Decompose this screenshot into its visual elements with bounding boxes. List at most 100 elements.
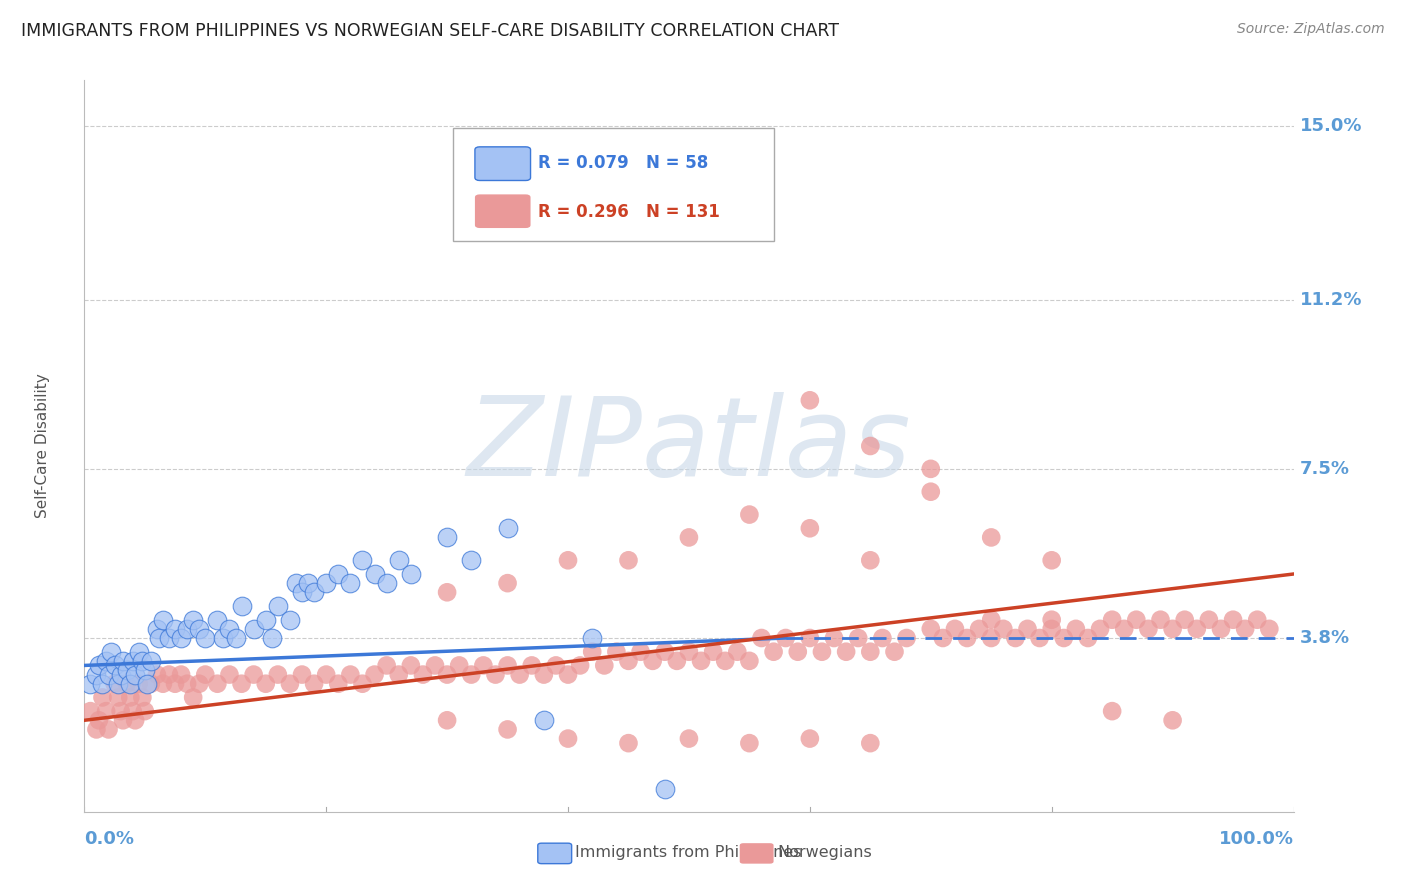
Point bbox=[104, 658, 127, 673]
Point bbox=[181, 690, 204, 705]
Point bbox=[388, 553, 411, 567]
Point bbox=[242, 622, 264, 636]
Point bbox=[139, 654, 162, 668]
Point bbox=[363, 667, 385, 681]
Text: 15.0%: 15.0% bbox=[1299, 117, 1362, 135]
Point bbox=[1053, 631, 1076, 645]
Point bbox=[436, 714, 458, 728]
Point bbox=[1101, 613, 1123, 627]
Text: ZIPatlas: ZIPatlas bbox=[467, 392, 911, 500]
Point bbox=[883, 645, 905, 659]
Point bbox=[920, 484, 942, 499]
Point bbox=[932, 631, 955, 645]
Point bbox=[152, 613, 174, 627]
Point bbox=[91, 676, 114, 690]
Point bbox=[157, 667, 180, 681]
Point bbox=[328, 676, 350, 690]
Point bbox=[375, 658, 398, 673]
Point bbox=[91, 690, 114, 705]
Point bbox=[165, 676, 187, 690]
Point bbox=[231, 599, 253, 613]
Point bbox=[278, 613, 301, 627]
Point bbox=[859, 439, 882, 453]
Point bbox=[581, 631, 603, 645]
Point bbox=[112, 654, 135, 668]
Text: R = 0.079   N = 58: R = 0.079 N = 58 bbox=[538, 154, 709, 172]
Point bbox=[1198, 613, 1220, 627]
Point bbox=[569, 658, 592, 673]
Point bbox=[533, 667, 555, 681]
Point bbox=[835, 645, 858, 659]
Point bbox=[87, 658, 110, 673]
Point bbox=[148, 631, 170, 645]
Point bbox=[86, 667, 108, 681]
Point bbox=[254, 613, 277, 627]
Point bbox=[267, 599, 290, 613]
Point bbox=[775, 631, 797, 645]
Point bbox=[630, 645, 652, 659]
Point bbox=[291, 585, 314, 599]
Point bbox=[617, 553, 640, 567]
Point bbox=[260, 631, 283, 645]
Point bbox=[1222, 613, 1244, 627]
Point bbox=[110, 667, 132, 681]
Point bbox=[107, 690, 129, 705]
Point bbox=[212, 631, 235, 645]
Point bbox=[1209, 622, 1232, 636]
Point bbox=[188, 622, 211, 636]
Text: Norwegians: Norwegians bbox=[778, 846, 872, 860]
Point bbox=[738, 654, 761, 668]
Point bbox=[678, 645, 700, 659]
Text: 11.2%: 11.2% bbox=[1299, 291, 1362, 309]
Point bbox=[967, 622, 990, 636]
FancyBboxPatch shape bbox=[453, 128, 773, 241]
Point bbox=[1258, 622, 1281, 636]
Point bbox=[702, 645, 724, 659]
Point bbox=[943, 622, 966, 636]
Point bbox=[115, 676, 138, 690]
Point bbox=[242, 667, 264, 681]
Point bbox=[121, 704, 143, 718]
Point bbox=[302, 676, 325, 690]
Point bbox=[496, 723, 519, 737]
Point bbox=[654, 645, 676, 659]
Point bbox=[799, 631, 821, 645]
Point bbox=[339, 576, 361, 591]
Point bbox=[176, 622, 198, 636]
Point bbox=[112, 714, 135, 728]
Point bbox=[823, 631, 845, 645]
Point bbox=[128, 645, 150, 659]
Point bbox=[690, 654, 713, 668]
Point bbox=[121, 654, 143, 668]
FancyBboxPatch shape bbox=[538, 843, 572, 863]
Point bbox=[218, 622, 240, 636]
Point bbox=[131, 690, 153, 705]
Point bbox=[284, 576, 308, 591]
Point bbox=[980, 530, 1002, 544]
Point bbox=[207, 613, 229, 627]
Point bbox=[859, 736, 882, 750]
Point bbox=[799, 521, 821, 535]
Point bbox=[799, 731, 821, 746]
Point bbox=[302, 585, 325, 599]
Point bbox=[980, 613, 1002, 627]
Point bbox=[131, 654, 153, 668]
Point bbox=[1149, 613, 1171, 627]
Point bbox=[920, 462, 942, 476]
Point bbox=[1017, 622, 1039, 636]
Point bbox=[617, 654, 640, 668]
Point bbox=[1040, 613, 1063, 627]
Point bbox=[956, 631, 979, 645]
Point bbox=[278, 676, 301, 690]
Point bbox=[218, 667, 240, 681]
Point bbox=[339, 667, 361, 681]
Text: Immigrants from Philippines: Immigrants from Philippines bbox=[575, 846, 801, 860]
Point bbox=[1028, 631, 1050, 645]
Point bbox=[678, 530, 700, 544]
Point bbox=[436, 530, 458, 544]
Point bbox=[533, 714, 555, 728]
Point bbox=[617, 736, 640, 750]
Point bbox=[399, 658, 422, 673]
Point bbox=[352, 553, 374, 567]
Point bbox=[86, 723, 108, 737]
